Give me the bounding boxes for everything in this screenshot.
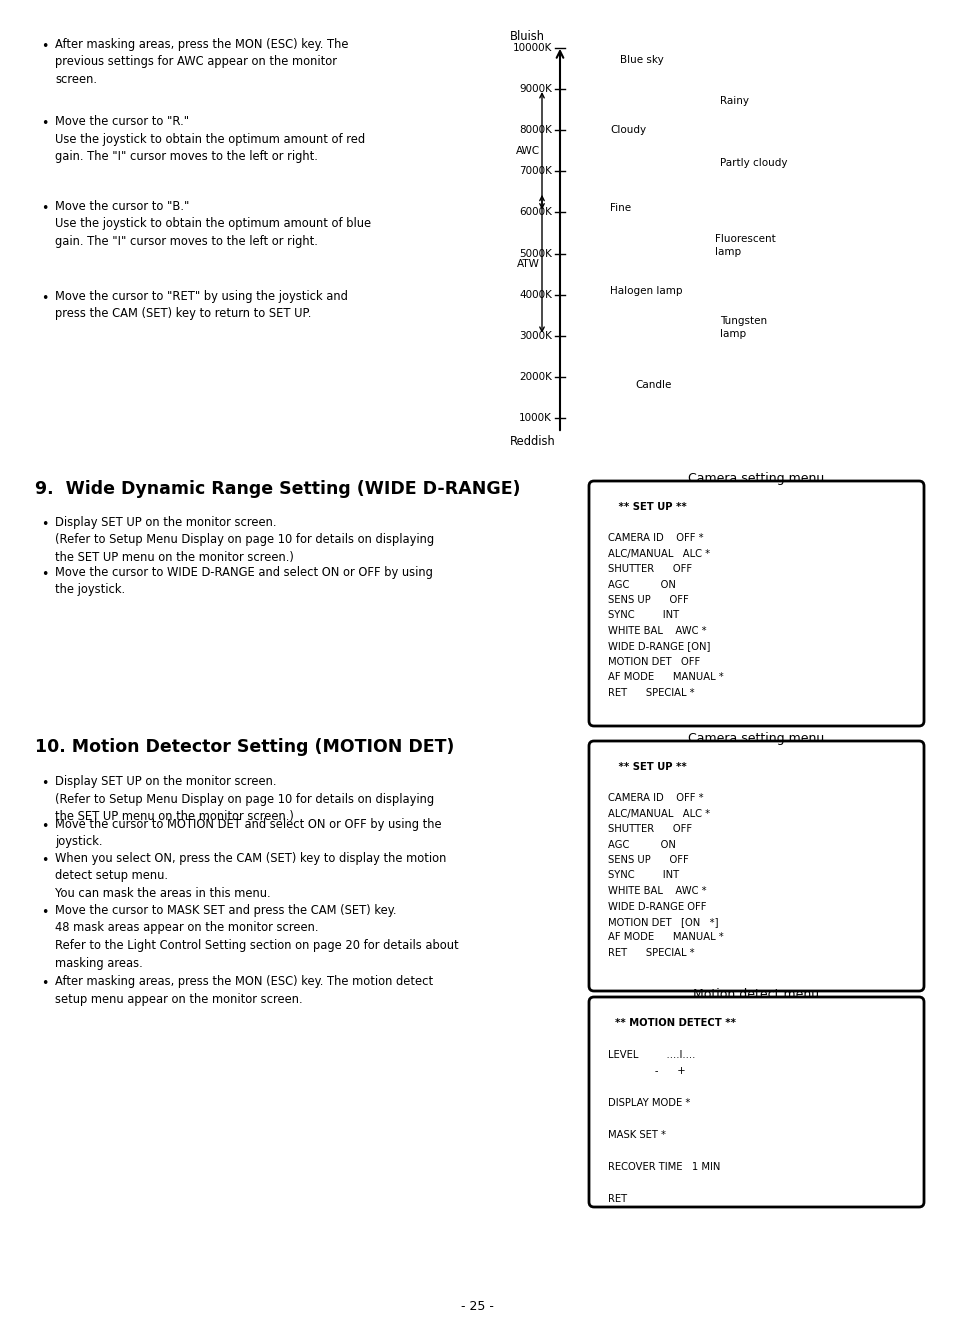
Text: Tungsten
lamp: Tungsten lamp: [720, 316, 766, 338]
Text: RET      SPECIAL *: RET SPECIAL *: [607, 948, 694, 958]
Text: 6000K: 6000K: [518, 208, 552, 217]
Text: AGC          ON: AGC ON: [607, 839, 675, 850]
Text: Camera setting menu: Camera setting menu: [688, 472, 823, 485]
Text: MOTION DET   OFF: MOTION DET OFF: [607, 657, 700, 668]
Text: AF MODE      MANUAL *: AF MODE MANUAL *: [607, 932, 723, 943]
FancyBboxPatch shape: [588, 742, 923, 992]
Text: Partly cloudy: Partly cloudy: [720, 159, 786, 168]
Text: Move the cursor to "B."
Use the joystick to obtain the optimum amount of blue
ga: Move the cursor to "B." Use the joystick…: [55, 200, 371, 249]
Text: ALC/MANUAL   ALC *: ALC/MANUAL ALC *: [607, 549, 709, 558]
Text: Move the cursor to "RET" by using the joystick and
press the CAM (SET) key to re: Move the cursor to "RET" by using the jo…: [55, 290, 348, 320]
Text: RECOVER TIME   1 MIN: RECOVER TIME 1 MIN: [607, 1162, 720, 1173]
Text: •: •: [41, 518, 49, 531]
Text: - 25 -: - 25 -: [460, 1300, 493, 1313]
Text: •: •: [41, 854, 49, 867]
Text: 3000K: 3000K: [518, 330, 552, 341]
Text: •: •: [41, 118, 49, 130]
Text: •: •: [41, 777, 49, 791]
Text: 9.  Wide Dynamic Range Setting (WIDE D-RANGE): 9. Wide Dynamic Range Setting (WIDE D-RA…: [35, 480, 520, 498]
Text: 8000K: 8000K: [518, 126, 552, 135]
Text: 5000K: 5000K: [518, 249, 552, 259]
Text: ** SET UP **: ** SET UP **: [607, 502, 686, 512]
Text: RET: RET: [607, 1194, 626, 1204]
Text: AF MODE      MANUAL *: AF MODE MANUAL *: [607, 673, 723, 682]
Text: Halogen lamp: Halogen lamp: [609, 286, 681, 296]
Text: CAMERA ID    OFF *: CAMERA ID OFF *: [607, 793, 703, 802]
Text: Blue sky: Blue sky: [619, 56, 663, 65]
Text: ALC/MANUAL   ALC *: ALC/MANUAL ALC *: [607, 809, 709, 818]
Text: •: •: [41, 906, 49, 919]
Text: SYNC         INT: SYNC INT: [607, 611, 679, 620]
Text: AWC: AWC: [516, 145, 539, 156]
Text: •: •: [41, 977, 49, 990]
Text: 7000K: 7000K: [518, 167, 552, 176]
Text: WHITE BAL    AWC *: WHITE BAL AWC *: [607, 886, 706, 896]
Text: Display SET UP on the monitor screen.
(Refer to Setup Menu Display on page 10 fo: Display SET UP on the monitor screen. (R…: [55, 775, 434, 824]
Text: •: •: [41, 40, 49, 53]
Text: Move the cursor to MASK SET and press the CAM (SET) key.
48 mask areas appear on: Move the cursor to MASK SET and press th…: [55, 904, 458, 969]
Text: WIDE D-RANGE OFF: WIDE D-RANGE OFF: [607, 902, 706, 911]
Text: ATW: ATW: [517, 259, 539, 268]
Text: SYNC         INT: SYNC INT: [607, 870, 679, 880]
Text: •: •: [41, 292, 49, 305]
Text: AGC          ON: AGC ON: [607, 579, 675, 590]
Text: After masking areas, press the MON (ESC) key. The
previous settings for AWC appe: After masking areas, press the MON (ESC)…: [55, 38, 348, 86]
Text: Cloudy: Cloudy: [609, 126, 645, 135]
Text: When you select ON, press the CAM (SET) key to display the motion
detect setup m: When you select ON, press the CAM (SET) …: [55, 851, 446, 900]
Text: •: •: [41, 820, 49, 833]
Text: 4000K: 4000K: [518, 290, 552, 300]
Text: MASK SET *: MASK SET *: [607, 1130, 665, 1140]
Text: 9000K: 9000K: [518, 85, 552, 94]
Text: 1000K: 1000K: [518, 412, 552, 423]
Text: Rainy: Rainy: [720, 97, 748, 107]
Text: Bluish: Bluish: [510, 30, 544, 44]
Text: Fluorescent
lamp: Fluorescent lamp: [714, 234, 775, 256]
Text: After masking areas, press the MON (ESC) key. The motion detect
setup menu appea: After masking areas, press the MON (ESC)…: [55, 976, 433, 1006]
FancyBboxPatch shape: [588, 997, 923, 1207]
Text: LEVEL         ....I....: LEVEL ....I....: [607, 1050, 695, 1060]
Text: 10000K: 10000K: [512, 44, 552, 53]
Text: Reddish: Reddish: [510, 435, 556, 448]
FancyBboxPatch shape: [588, 481, 923, 726]
Text: SENS UP      OFF: SENS UP OFF: [607, 855, 688, 865]
Text: Move the cursor to "R."
Use the joystick to obtain the optimum amount of red
gai: Move the cursor to "R." Use the joystick…: [55, 115, 365, 163]
Text: SENS UP      OFF: SENS UP OFF: [607, 595, 688, 605]
Text: ** SET UP **: ** SET UP **: [607, 761, 686, 772]
Text: Camera setting menu: Camera setting menu: [688, 732, 823, 746]
Text: 2000K: 2000K: [518, 371, 552, 382]
Text: Fine: Fine: [609, 204, 631, 213]
Text: Move the cursor to WIDE D-RANGE and select ON or OFF by using
the joystick.: Move the cursor to WIDE D-RANGE and sele…: [55, 566, 433, 596]
Text: WHITE BAL    AWC *: WHITE BAL AWC *: [607, 627, 706, 636]
Text: •: •: [41, 568, 49, 580]
Text: •: •: [41, 202, 49, 215]
Text: Motion detect menu: Motion detect menu: [693, 988, 819, 1001]
Text: SHUTTER      OFF: SHUTTER OFF: [607, 824, 691, 834]
Text: Display SET UP on the monitor screen.
(Refer to Setup Menu Display on page 10 fo: Display SET UP on the monitor screen. (R…: [55, 516, 434, 564]
Text: SHUTTER      OFF: SHUTTER OFF: [607, 564, 691, 574]
Text: Move the cursor to MOTION DET and select ON or OFF by using the
joystick.: Move the cursor to MOTION DET and select…: [55, 818, 441, 849]
Text: 10. Motion Detector Setting (MOTION DET): 10. Motion Detector Setting (MOTION DET): [35, 738, 454, 756]
Text: Candle: Candle: [635, 381, 671, 390]
Text: WIDE D-RANGE [ON]: WIDE D-RANGE [ON]: [607, 641, 710, 652]
Text: CAMERA ID    OFF *: CAMERA ID OFF *: [607, 533, 703, 543]
Text: RET      SPECIAL *: RET SPECIAL *: [607, 687, 694, 698]
Text: ** MOTION DETECT **: ** MOTION DETECT **: [607, 1018, 735, 1029]
Text: MOTION DET   [ON   *]: MOTION DET [ON *]: [607, 917, 718, 927]
Text: DISPLAY MODE *: DISPLAY MODE *: [607, 1099, 690, 1108]
Text: -      +: - +: [607, 1066, 685, 1076]
